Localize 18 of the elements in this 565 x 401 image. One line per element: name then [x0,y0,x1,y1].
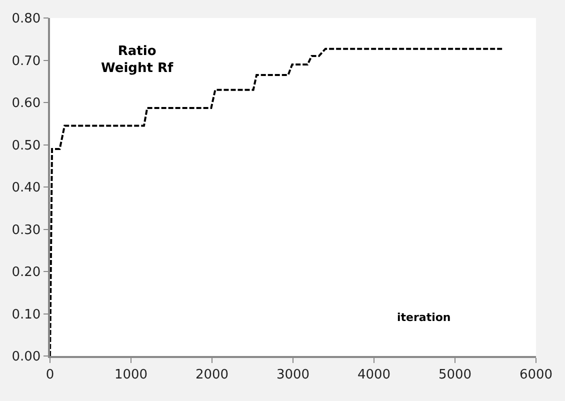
y-tick-label: 0.60 [12,96,41,112]
y-tick-label: 0.20 [12,265,41,280]
y-tick-label: 0.00 [12,350,41,365]
x-tick-label: 3000 [276,367,310,382]
x-tick-label: 5000 [438,367,472,382]
x-tick-label: 0 [46,367,54,382]
x-tick-label: 2000 [195,367,229,382]
y-axis-title: Ratio Weight Rf [101,44,174,76]
x-tick-label: 4000 [357,367,391,382]
y-tick-label: 0.70 [12,54,41,69]
y-tick-label: 0.50 [12,138,41,154]
y-tick-label: 0.30 [12,222,41,238]
x-tick-label: 6000 [519,367,553,382]
y-tick-label: 0.80 [12,12,41,27]
x-axis-title: iteration [397,311,451,324]
y-tick-label: 0.40 [12,180,41,196]
y-tick-label: 0.10 [12,307,41,322]
x-tick-label: 1000 [114,367,148,382]
